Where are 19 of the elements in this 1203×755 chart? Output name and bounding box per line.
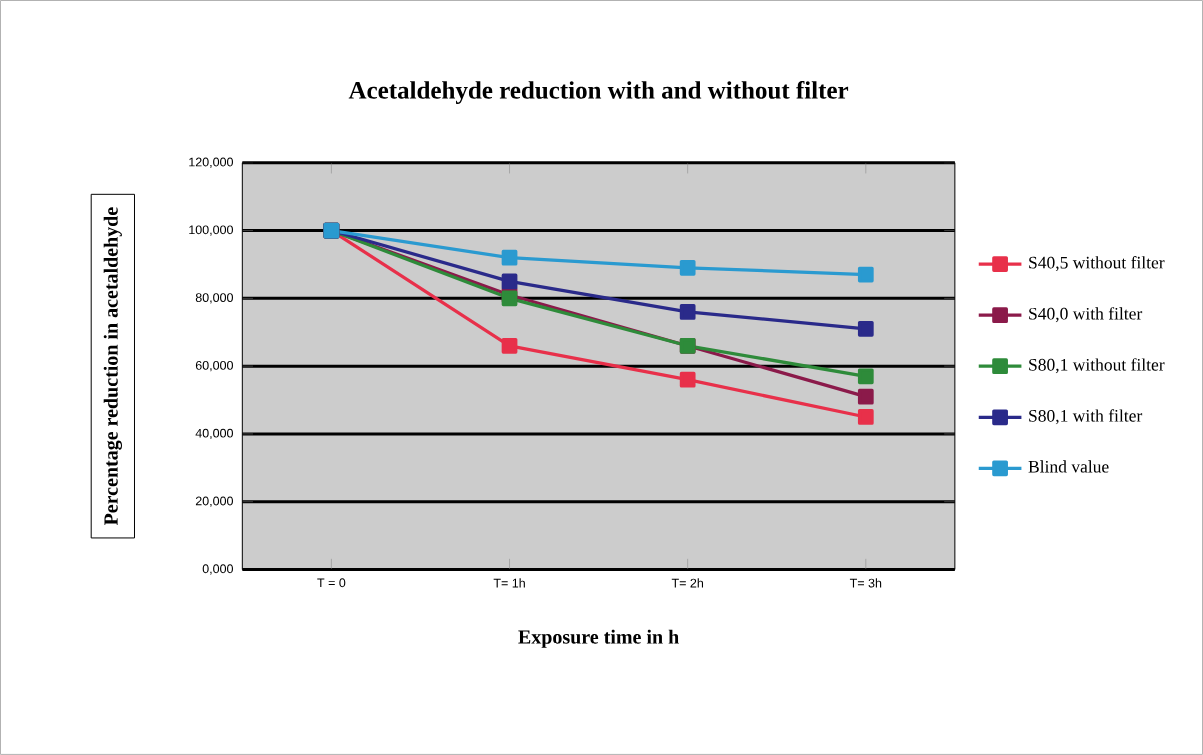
y-tick-label: 40,000 — [195, 428, 234, 440]
chart-title: Acetaldehyde reduction with and without filter — [348, 80, 849, 105]
y-tick-label: 0,000 — [202, 564, 234, 575]
y-tick-label: 80,000 — [195, 293, 234, 304]
x-tick-label: T= 3h — [849, 578, 882, 588]
legend-label: S40,5 without filter — [1029, 256, 1165, 272]
y-tick-label: 120,000 — [189, 157, 234, 168]
y-tick-label: 20,000 — [195, 496, 234, 507]
y-axis-title: Percentage reduction in acetaldehyde — [103, 207, 123, 526]
legend-label: Blind value — [1028, 460, 1109, 473]
legend-label: S80,1 with filter — [1029, 409, 1143, 425]
y-tick-label: 60,000 — [195, 361, 234, 372]
y-tick-label: 100,000 — [189, 225, 234, 236]
x-tick-label: T= 2h — [671, 578, 704, 588]
legend-label: S80,1 without filter — [1029, 358, 1165, 374]
x-axis-title: Exposure time in h — [518, 629, 679, 648]
legend-label: S40,0 with filter — [1029, 307, 1143, 323]
x-tick-label: T = 0 — [317, 578, 346, 588]
x-tick-label: T= 1h — [493, 578, 525, 588]
